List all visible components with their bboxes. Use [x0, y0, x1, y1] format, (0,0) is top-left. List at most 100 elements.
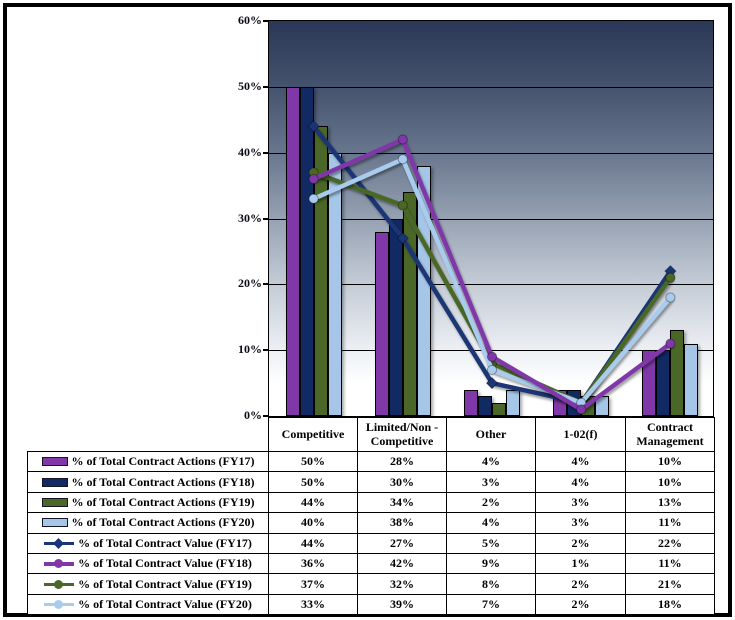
value-cell: 7%	[446, 593, 536, 616]
bar	[299, 86, 314, 416]
data-point-marker	[308, 193, 319, 204]
value-cell: 2%	[446, 491, 536, 514]
y-axis-tick-label: 20%	[238, 276, 262, 291]
value-cell: 11%	[625, 512, 715, 534]
legend-line-swatch-icon	[44, 558, 75, 570]
category-header-cell: Other	[446, 417, 536, 452]
plot-area	[268, 20, 714, 417]
data-point-marker	[308, 173, 319, 185]
bar	[670, 330, 685, 416]
category-header-cell: Limited/Non - Competitive	[357, 417, 447, 452]
series-name-label: % of Total Contract Value (FY19)	[78, 576, 252, 591]
legend-line-swatch-icon	[44, 578, 75, 590]
bar	[374, 231, 389, 416]
series-name-label: % of Total Contract Value (FY18)	[78, 556, 252, 571]
data-point-marker	[397, 134, 408, 145]
value-cell: 9%	[446, 552, 536, 575]
plot-gridline	[269, 284, 713, 286]
category-header-cell: Contract Management	[625, 417, 715, 452]
y-axis-tick-label: 40%	[238, 144, 262, 159]
y-axis-tick-mark	[263, 415, 269, 417]
value-cell: 2%	[535, 573, 626, 595]
table-row: % of Total Contract Actions (FY20) 40% 38%…	[27, 512, 715, 534]
line-series-svg	[307, 120, 677, 415]
legend-bar-swatch-icon	[41, 457, 68, 467]
value-cell: 13%	[625, 491, 715, 514]
y-axis-tick-label: 30%	[238, 210, 262, 225]
value-cell: 38%	[357, 512, 447, 534]
series-name-label: % of Total Contract Actions (FY17)	[71, 454, 255, 469]
data-point-marker	[486, 364, 498, 376]
series-legend-cell: % of Total Contract Actions (FY20)	[27, 512, 269, 534]
data-point-marker	[307, 120, 320, 133]
value-cell: 3%	[446, 471, 536, 493]
value-cell: 5%	[446, 532, 536, 554]
legend-line-swatch-icon	[44, 598, 75, 610]
value-cell: 28%	[357, 450, 447, 473]
bar	[388, 218, 403, 416]
value-cell: 22%	[625, 532, 715, 554]
table-row: % of Total Contract Actions (FY19) 44% 34%…	[27, 491, 715, 514]
value-cell: 4%	[446, 450, 536, 473]
value-cell: 27%	[357, 532, 447, 554]
value-cell: 44%	[268, 491, 358, 514]
series-legend-cell: % of Total Contract Value (FY20)	[27, 593, 269, 616]
table-row: % of Total Contract Value (FY18) 36% 42% 9%…	[27, 552, 715, 575]
value-cell: 30%	[357, 471, 447, 493]
series-legend-cell: % of Total Contract Actions (FY18)	[27, 471, 269, 493]
bar	[464, 389, 478, 416]
value-cell: 50%	[268, 450, 358, 473]
value-cell: 2%	[535, 532, 626, 554]
value-cell: 33%	[268, 593, 358, 616]
value-cell: 3%	[535, 512, 626, 534]
series-legend-cell: % of Total Contract Value (FY18)	[27, 552, 269, 575]
value-cell: 21%	[625, 573, 715, 595]
table-row: % of Total Contract Value (FY19) 37% 32% 8%…	[27, 573, 715, 595]
series-name-label: % of Total Contract Value (FY17)	[78, 535, 252, 550]
y-axis-tick-mark	[263, 85, 269, 88]
table-row: % of Total Contract Value (FY20) 33% 39% 7%…	[27, 593, 715, 616]
value-cell: 50%	[268, 471, 358, 493]
data-point-marker	[485, 376, 499, 390]
bar	[285, 86, 300, 416]
plot-gridline	[269, 152, 713, 154]
series-name-label: % of Total Contract Value (FY20)	[78, 596, 252, 611]
plot-gridline	[269, 218, 713, 220]
data-point-marker	[486, 351, 498, 362]
legend-bar-swatch-icon	[41, 518, 68, 528]
value-cell: 1%	[535, 552, 626, 575]
category-header-cell: Competitive	[268, 417, 358, 452]
table-row: % of Total Contract Actions (FY18) 50% 30%…	[27, 471, 715, 493]
value-cell: 32%	[357, 573, 447, 595]
data-point-marker	[397, 200, 408, 211]
data-point-marker	[665, 272, 676, 283]
bar	[506, 389, 520, 416]
value-cell: 42%	[357, 552, 447, 575]
value-cell: 2%	[535, 593, 626, 616]
bar-series-group	[269, 21, 713, 416]
bar	[492, 402, 506, 416]
series-name-label: % of Total Contract Actions (FY19)	[71, 494, 255, 509]
series-legend-cell: % of Total Contract Actions (FY19)	[27, 491, 269, 514]
table-corner-cell	[28, 418, 269, 452]
value-cell: 4%	[446, 512, 536, 534]
table-row: % of Total Contract Actions (FY17) 50% 28%…	[27, 450, 715, 473]
data-point-marker	[397, 154, 408, 165]
value-cell: 3%	[535, 491, 626, 514]
data-point-marker	[396, 232, 410, 245]
legend-bar-swatch-icon	[41, 477, 68, 487]
bar	[642, 350, 657, 416]
y-axis-tick-mark	[263, 151, 269, 154]
series-name-label: % of Total Contract Actions (FY18)	[71, 474, 255, 489]
y-axis-tick-label: 10%	[238, 342, 262, 357]
series-name-label: % of Total Contract Actions (FY20)	[71, 515, 255, 530]
data-point-marker	[665, 338, 676, 349]
value-cell: 34%	[357, 491, 447, 514]
value-cell: 8%	[446, 573, 536, 595]
bar	[684, 343, 699, 416]
y-axis-tick-label: 0%	[244, 408, 262, 422]
value-cell: 10%	[625, 450, 715, 473]
bar	[595, 396, 610, 416]
value-cell: 44%	[268, 532, 358, 554]
